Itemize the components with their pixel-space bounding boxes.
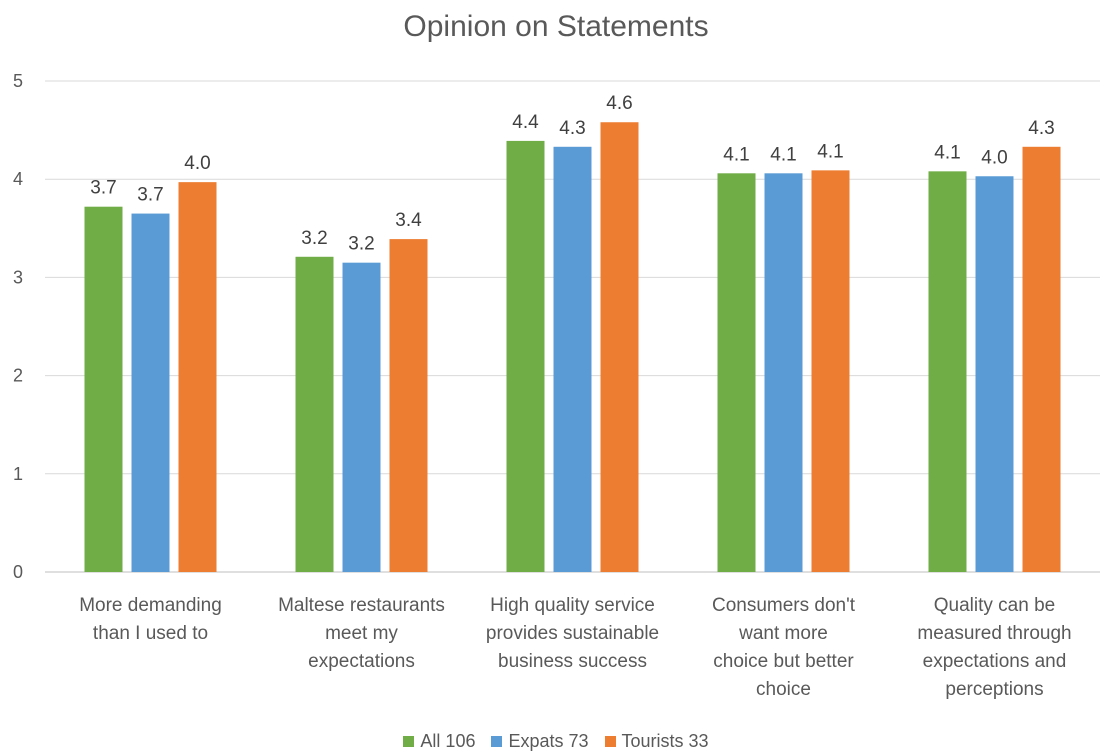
- bar: [84, 206, 123, 573]
- data-label: 4.1: [817, 141, 843, 162]
- chart-legend: All 106 Expats 73 Tourists 33: [0, 731, 1112, 752]
- data-label: 4.1: [723, 144, 749, 165]
- x-tick-label: More demanding: [79, 595, 222, 616]
- y-tick-label: 3: [13, 267, 23, 287]
- data-label: 3.2: [301, 228, 327, 249]
- x-tick-label: perceptions: [945, 679, 1043, 700]
- bar: [928, 171, 967, 572]
- legend-swatch: [604, 736, 616, 747]
- legend-item: All 106: [403, 731, 475, 752]
- data-label: 4.3: [559, 118, 585, 139]
- data-label: 3.7: [90, 178, 116, 199]
- x-tick-label: choice: [756, 679, 811, 700]
- bar: [764, 173, 803, 573]
- x-tick-label: want more: [738, 623, 828, 644]
- data-label: 4.0: [184, 153, 210, 174]
- y-tick-label: 4: [13, 169, 23, 189]
- legend-item: Tourists 33: [604, 731, 709, 752]
- x-tick-label: Quality can be: [934, 595, 1055, 616]
- data-label: 4.1: [934, 142, 960, 163]
- x-tick-label: provides sustainable: [486, 623, 659, 644]
- bar: [506, 140, 545, 573]
- data-label: 4.0: [981, 147, 1007, 168]
- bar: [975, 176, 1014, 572]
- legend-swatch: [403, 736, 415, 747]
- bar: [342, 262, 381, 572]
- legend-swatch: [491, 736, 503, 747]
- bar: [811, 170, 850, 572]
- bar: [131, 213, 170, 572]
- legend-label: All 106: [420, 731, 476, 751]
- x-tick-label: than I used to: [93, 623, 208, 644]
- bar: [717, 173, 756, 573]
- x-tick-label: Consumers don't: [712, 595, 856, 616]
- y-tick-label: 2: [13, 366, 23, 386]
- x-tick-label: business success: [498, 651, 647, 672]
- bar: [1022, 146, 1061, 572]
- bar: [553, 146, 592, 572]
- data-label: 4.3: [1028, 118, 1054, 139]
- legend-label: Tourists 33: [621, 731, 709, 751]
- x-tick-label: Maltese restaurants: [278, 595, 445, 616]
- x-tick-label: expectations: [308, 651, 415, 672]
- x-tick-label: meet my: [325, 623, 398, 644]
- data-label: 3.7: [137, 185, 163, 206]
- y-tick-label: 0: [13, 562, 23, 582]
- bar: [389, 239, 428, 573]
- data-label: 4.6: [606, 93, 632, 114]
- chart-title: Opinion on Statements: [403, 10, 709, 43]
- legend-label: Expats 73: [508, 731, 589, 751]
- y-tick-label: 1: [13, 464, 23, 484]
- y-tick-label: 5: [13, 71, 23, 91]
- bar: [600, 122, 639, 572]
- data-label: 4.4: [512, 112, 539, 133]
- x-tick-label: choice but better: [713, 651, 854, 672]
- bar: [295, 256, 334, 572]
- bar: [178, 182, 217, 572]
- data-label: 4.1: [770, 144, 796, 165]
- x-tick-label: High quality service: [490, 595, 655, 616]
- legend-item: Expats 73: [491, 731, 589, 752]
- data-label: 3.4: [395, 210, 422, 231]
- x-tick-label: expectations and: [923, 651, 1067, 672]
- data-label: 3.2: [348, 234, 374, 255]
- x-tick-label: measured through: [917, 623, 1071, 644]
